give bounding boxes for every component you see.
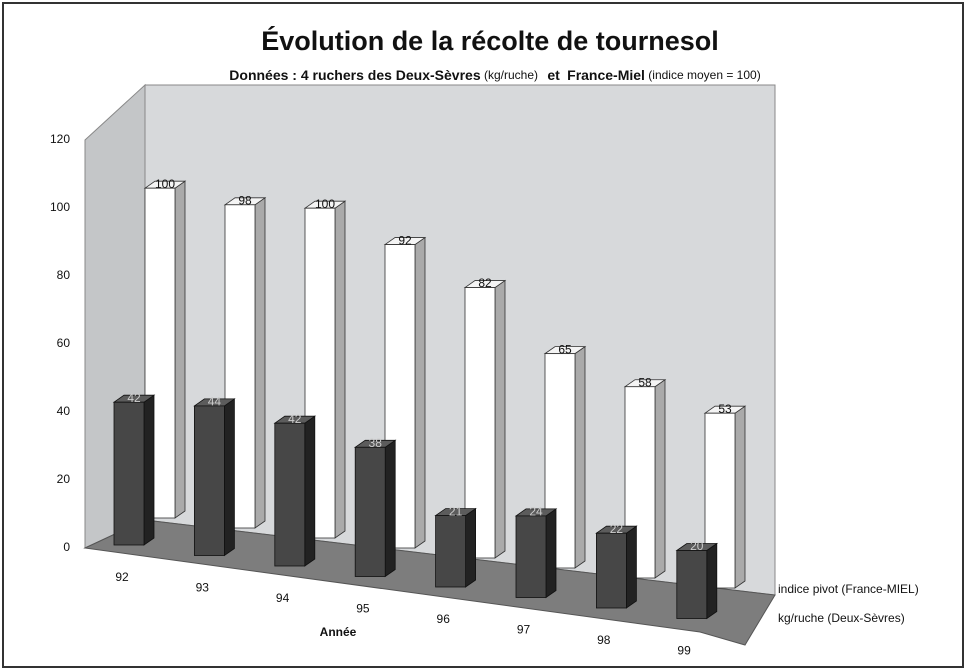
bar [193, 405, 225, 556]
data-label: 38 [369, 436, 383, 450]
bar [596, 532, 627, 609]
y-tick-label: 20 [57, 472, 71, 486]
bar-side [734, 405, 746, 589]
data-label: 22 [610, 522, 624, 536]
data-label: 100 [155, 177, 175, 191]
x-tick-label: 92 [115, 570, 129, 584]
bar-side [545, 508, 557, 599]
y-tick-label: 60 [57, 336, 71, 350]
data-label: 98 [238, 193, 252, 207]
x-tick-label: 95 [356, 602, 370, 616]
y-tick-label: 120 [50, 132, 70, 146]
bar [515, 515, 547, 598]
subtitle-part: et [547, 67, 560, 83]
x-tick-label: 94 [276, 591, 290, 605]
bar-side [304, 415, 316, 567]
data-label: 24 [529, 505, 543, 519]
bar-side [384, 439, 396, 578]
x-tick-label: 99 [677, 644, 691, 658]
x-axis-label: Année [320, 625, 357, 639]
data-label: 21 [449, 504, 463, 518]
x-tick-label: 96 [437, 612, 451, 626]
bar [274, 422, 306, 567]
x-tick-label: 97 [517, 623, 531, 637]
bar [435, 515, 467, 588]
chart-subtitle: Données : 4 ruchers des Deux-Sèvres (kg/… [229, 67, 760, 83]
data-label: 42 [127, 391, 141, 405]
bar-side [334, 200, 346, 539]
bar-side [465, 507, 477, 588]
bar-side [706, 542, 718, 620]
y-tick-label: 80 [57, 268, 71, 282]
bar-side [223, 398, 235, 557]
data-label: 100 [315, 197, 335, 211]
y-tick-label: 100 [50, 200, 70, 214]
legend-label: kg/ruche (Deux-Sèvres) [778, 611, 905, 625]
data-label: 44 [208, 395, 222, 409]
subtitle-part: Données : 4 ruchers des Deux-Sèvres [229, 67, 481, 83]
data-label: 92 [398, 233, 412, 247]
bar [224, 204, 256, 529]
bar-side [654, 378, 666, 579]
y-tick-label: 0 [63, 540, 70, 554]
bar [354, 446, 386, 577]
bar-side [574, 345, 586, 569]
bar-side [494, 279, 506, 559]
legend-label: indice pivot (France-MIEL) [778, 582, 919, 596]
x-tick-label: 93 [196, 581, 210, 595]
data-label: 58 [638, 375, 652, 389]
bar-side [254, 197, 266, 529]
bar-side [626, 525, 637, 609]
chart-title: Évolution de la récolte de tournesol [261, 25, 719, 56]
data-label: 82 [478, 276, 492, 290]
bar-side [414, 236, 426, 549]
data-label: 65 [558, 342, 572, 356]
bar-side [174, 180, 186, 519]
subtitle-part: France-Miel [567, 67, 645, 83]
bar [676, 550, 708, 619]
data-label: 20 [690, 539, 704, 553]
subtitle-part: (kg/ruche) [484, 68, 538, 82]
bar-side [143, 394, 155, 546]
data-label: 53 [718, 402, 732, 416]
y-tick-label: 40 [57, 404, 71, 418]
bar [113, 401, 145, 546]
x-tick-label: 98 [597, 633, 611, 647]
subtitle-part: (indice moyen = 100) [648, 68, 760, 82]
data-label: 42 [288, 412, 302, 426]
